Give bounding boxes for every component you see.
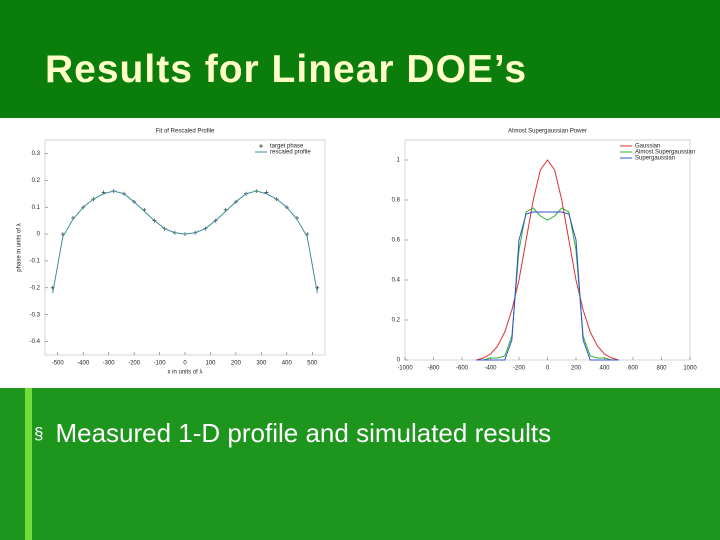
x-tick-label: 400	[599, 366, 610, 372]
x-tick-label: 100	[205, 361, 216, 367]
y-tick-label: 0.4	[392, 278, 401, 284]
y-tick-label: -0.3	[30, 312, 41, 318]
x-tick-label: 200	[231, 361, 242, 367]
y-tick-label: 0.1	[32, 205, 41, 211]
x-tick-label: -200	[513, 366, 526, 372]
y-tick-label: 0.6	[392, 238, 401, 244]
y-tick-label: 0.8	[392, 198, 401, 204]
y-tick-label: 0.2	[32, 178, 41, 184]
x-tick-label: -800	[427, 366, 440, 372]
x-tick-label: -100	[154, 361, 167, 367]
chart-title: Almost Supergaussian Power	[508, 129, 587, 135]
x-tick-label: -500	[52, 361, 65, 367]
series-line	[476, 211, 619, 361]
bullet-marker: §	[34, 424, 44, 443]
y-tick-label: 0	[37, 232, 41, 238]
y-tick-label: 0.2	[392, 318, 401, 324]
chart-title: Fit of Rescaled Profile	[156, 129, 215, 135]
x-tick-label: 600	[628, 366, 639, 372]
x-tick-label: 300	[256, 361, 267, 367]
x-tick-label: 0	[546, 366, 550, 372]
charts: Fit of Rescaled Profile x in units of λ ph…	[0, 118, 720, 388]
legend-label: Gaussian	[635, 144, 660, 150]
x-axis-label: x in units of λ	[167, 370, 202, 376]
title-band	[0, 0, 720, 118]
y-tick-label: 1	[397, 158, 401, 164]
slide-title: Results for Linear DOE’s	[45, 48, 528, 91]
chart-background	[0, 118, 720, 388]
y-tick-label: -0.2	[30, 285, 41, 291]
series-line	[476, 159, 619, 361]
legend-label: Almost Supergaussian	[635, 150, 695, 156]
x-tick-label: 800	[656, 366, 667, 372]
x-tick-label: -400	[484, 366, 497, 372]
bullet-text: Measured 1-D profile and simulated resul…	[55, 418, 552, 448]
x-tick-label: -300	[103, 361, 116, 367]
accent-bar	[25, 388, 32, 540]
y-tick-label: 0.3	[32, 151, 41, 157]
y-tick-label: -0.1	[30, 259, 41, 265]
x-tick-label: 200	[571, 366, 582, 372]
x-tick-label: -1000	[397, 366, 413, 372]
legend-label: rescaled profile	[270, 150, 311, 156]
legend-label: Supergaussian	[635, 156, 675, 162]
x-tick-label: 1000	[683, 366, 697, 372]
x-tick-label: -400	[77, 361, 90, 367]
bullet: § Measured 1-D profile and simulated resu…	[34, 418, 551, 449]
legend-swatch	[259, 144, 263, 148]
y-tick-label: 0	[397, 358, 401, 364]
x-tick-label: -600	[456, 366, 469, 372]
legend-label: target phase	[270, 144, 304, 150]
x-tick-label: -200	[128, 361, 141, 367]
y-axis-label: phase in units of λ	[17, 223, 23, 271]
x-tick-label: 500	[307, 361, 318, 367]
y-tick-label: -0.4	[30, 339, 41, 345]
series-line	[52, 190, 318, 294]
x-tick-label: 400	[282, 361, 293, 367]
series-line	[476, 207, 619, 361]
x-tick-label: 0	[183, 361, 187, 367]
